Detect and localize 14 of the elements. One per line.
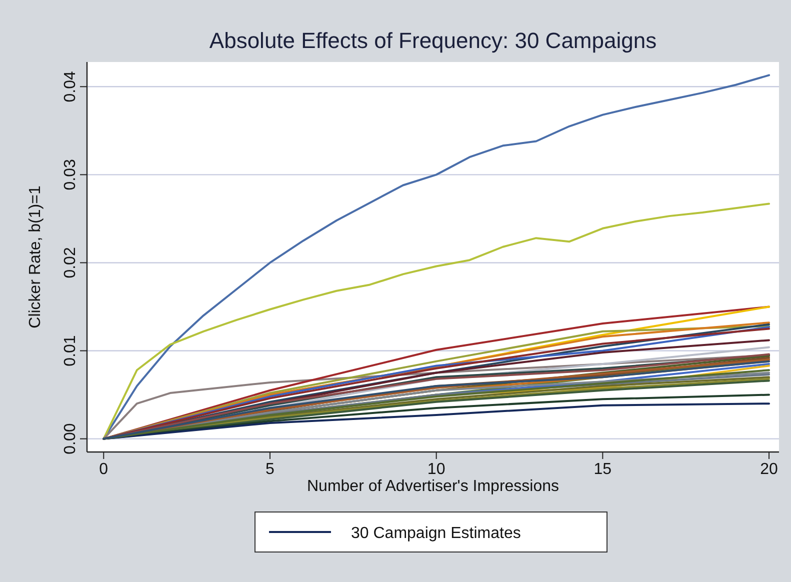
x-tick-label: 5 — [266, 461, 275, 478]
x-tick-label: 10 — [427, 461, 446, 478]
y-tick-label: 0.00 — [62, 423, 79, 454]
y-tick-label: 0.04 — [62, 70, 79, 102]
y-tick-label: 0.03 — [62, 159, 79, 190]
chart-title: Absolute Effects of Frequency: 30 Campaigns — [209, 28, 657, 53]
x-axis-title: Number of Advertiser's Impressions — [306, 478, 560, 495]
y-tick-label: 0.02 — [62, 247, 79, 278]
x-tick-label: 0 — [99, 461, 108, 478]
y-tick-label: 0.01 — [62, 335, 79, 366]
x-tick-label: 15 — [594, 461, 612, 478]
y-axis-title: Clicker Rate, b(1)=1 — [27, 186, 44, 328]
legend-label: 30 Campaign Estimates — [351, 525, 521, 542]
x-tick-label: 20 — [760, 461, 778, 478]
